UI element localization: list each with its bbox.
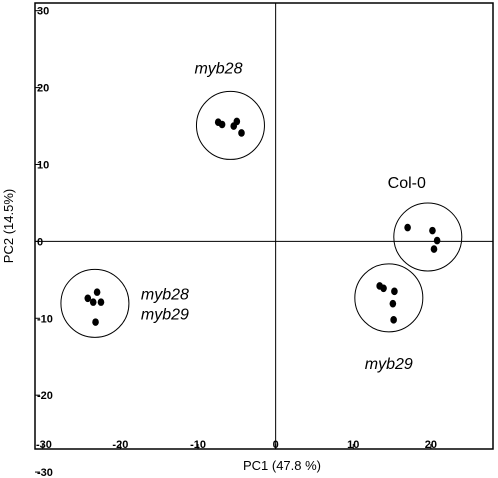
data-point xyxy=(84,294,92,303)
x-axis-title: PC1 (47.8 %) xyxy=(243,458,321,473)
group-ellipses xyxy=(60,90,463,338)
y-tick-label: 20 xyxy=(37,83,49,95)
data-points xyxy=(84,117,441,326)
y-ticks: 30 20 10 0 -10 -20 -30 xyxy=(35,6,53,478)
y-tick-label: 10 xyxy=(37,159,49,171)
data-point xyxy=(89,298,97,306)
data-point xyxy=(389,299,397,308)
data-point xyxy=(390,316,397,324)
data-point xyxy=(429,226,436,235)
x-tick-label: 0 xyxy=(273,439,279,451)
data-point xyxy=(93,288,101,296)
x-tick-label: -20 xyxy=(112,439,128,451)
group-ellipse xyxy=(60,268,130,338)
x-tick-label: -30 xyxy=(36,439,52,451)
x-ticks: -30 -20 -10 0 10 20 xyxy=(36,439,437,451)
data-point xyxy=(433,236,441,245)
group-label: myb28 xyxy=(194,60,242,77)
group-label: myb29 xyxy=(365,356,413,373)
y-tick-label: -30 xyxy=(37,467,53,478)
group-ellipse xyxy=(195,90,265,160)
group-ellipse xyxy=(393,202,463,272)
group-label: Col-0 xyxy=(388,175,426,192)
y-tick-label: -20 xyxy=(37,390,53,402)
plot-frame xyxy=(34,2,494,450)
y-axis-title: PC2 (14.5%) xyxy=(1,189,16,263)
data-point xyxy=(238,129,245,137)
x-tick-label: 10 xyxy=(347,439,359,451)
x-tick-label: -10 xyxy=(190,439,206,451)
data-point xyxy=(380,284,387,293)
data-point xyxy=(92,318,99,326)
group-label: myb28 xyxy=(141,286,189,303)
x-tick-label: 20 xyxy=(425,439,437,451)
y-tick-label: 0 xyxy=(37,236,43,248)
data-point xyxy=(97,298,105,306)
y-tick-label: 30 xyxy=(37,6,49,18)
data-point xyxy=(218,120,226,129)
group-label: myb29 xyxy=(141,306,189,323)
data-point xyxy=(233,117,241,126)
y-tick-label: -10 xyxy=(37,313,53,325)
data-point xyxy=(391,287,398,296)
data-point xyxy=(404,223,411,232)
group-ellipse xyxy=(354,263,424,333)
group-labels: myb28 Col-0 myb29 myb28 myb29 xyxy=(141,60,426,372)
data-point xyxy=(430,245,438,253)
